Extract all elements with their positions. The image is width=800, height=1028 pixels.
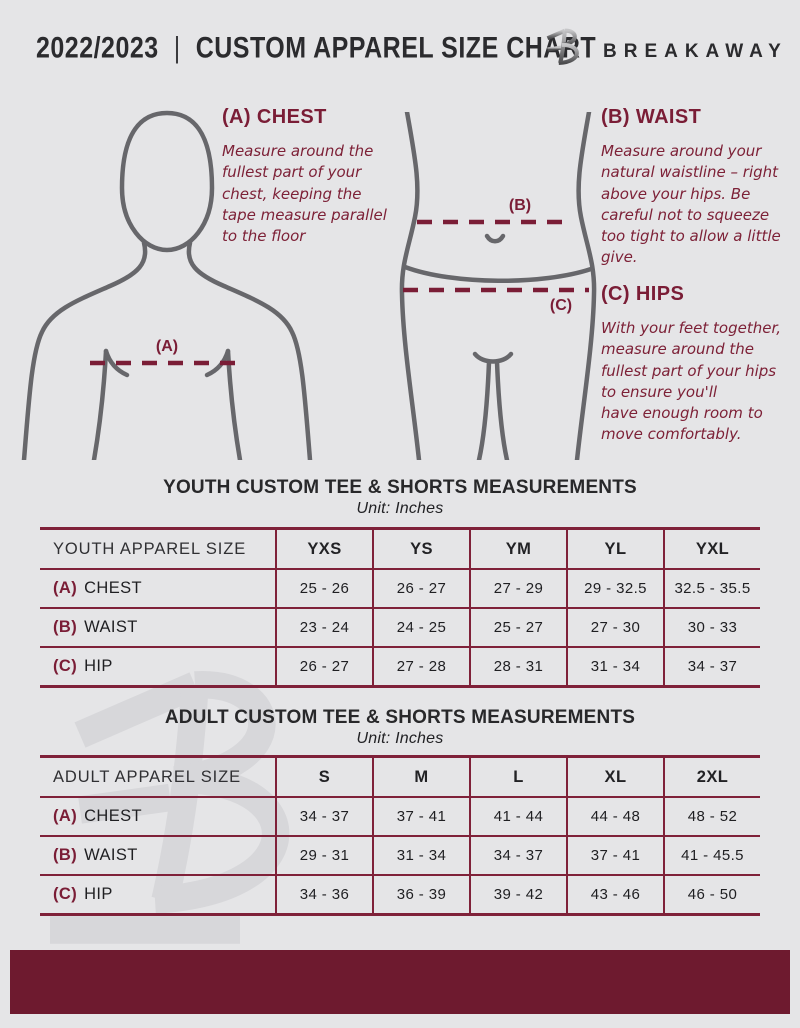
brand-lockup: BREAKAWAY	[540, 26, 788, 78]
adult-cell: 39 - 42	[469, 876, 566, 913]
chest-guide-heading: (A) CHEST	[222, 106, 327, 128]
youth-cell: 27 - 29	[469, 570, 566, 609]
youth-cell: 30 - 33	[663, 609, 760, 648]
adult-section-unit: Unit: Inches	[356, 730, 444, 747]
youth-row-label: (A) CHEST	[40, 570, 275, 609]
adult-cell: 36 - 39	[372, 876, 469, 913]
adult-row-label: (C) HIP	[40, 876, 275, 913]
row-name: WAIST	[84, 846, 138, 864]
adult-col-header: L	[469, 758, 566, 798]
row-name: CHEST	[84, 807, 143, 825]
youth-cell: 26 - 27	[372, 570, 469, 609]
row-marker: (C)	[53, 657, 78, 675]
youth-cell: 23 - 24	[275, 609, 372, 648]
adult-col-header: M	[372, 758, 469, 798]
youth-cell: 28 - 31	[469, 648, 566, 685]
youth-row-label: (B) WAIST	[40, 609, 275, 648]
youth-cell: 32.5 - 35.5	[663, 570, 760, 609]
chest-figure-diagram: (A)	[21, 110, 313, 460]
youth-table-size-label: YOUTH APPAREL SIZE	[40, 530, 275, 570]
chest-guide: (A) CHEST Measure around the fullest par…	[222, 106, 397, 247]
adult-cell: 29 - 31	[275, 837, 372, 876]
adult-cell: 41 - 45.5	[663, 837, 760, 876]
hips-measure-line: (C)	[403, 287, 589, 314]
youth-section-unit: Unit: Inches	[356, 500, 444, 517]
youth-cell: 27 - 28	[372, 648, 469, 685]
adult-cell: 37 - 41	[372, 798, 469, 837]
row-marker: (B)	[53, 846, 78, 864]
youth-section-title: YOUTH CUSTOM TEE & SHORTS MEASUREMENTS	[163, 477, 637, 498]
adult-cell: 43 - 46	[566, 876, 663, 913]
page-title-text: CUSTOM APPAREL SIZE CHART	[195, 31, 597, 65]
adult-table-size-label: ADULT APPAREL SIZE	[40, 758, 275, 798]
adult-cell: 34 - 37	[469, 837, 566, 876]
page-title-year: 2022/2023	[36, 31, 159, 65]
adult-cell: 31 - 34	[372, 837, 469, 876]
torso-figure-diagram: (B) (C)	[399, 112, 597, 460]
marker-b-label: (B)	[509, 197, 531, 214]
youth-size-table: YOUTH APPAREL SIZE YXS YS YM YL YXL (A) …	[40, 527, 760, 688]
brand-name: BREAKAWAY	[603, 41, 788, 62]
youth-col-header: YXL	[663, 530, 760, 570]
page-title-divider: |	[173, 31, 181, 65]
adult-size-table: ADULT APPAREL SIZE S M L XL 2XL (A) CHES…	[40, 755, 760, 916]
adult-col-header: 2XL	[663, 758, 760, 798]
waist-guide: (B) WAIST Measure around your natural wa…	[601, 106, 789, 269]
marker-a-label: (A)	[156, 338, 178, 355]
row-name: HIP	[84, 885, 113, 903]
adult-cell: 34 - 37	[275, 798, 372, 837]
row-name: CHEST	[84, 579, 143, 597]
row-marker: (A)	[53, 807, 78, 825]
row-name: WAIST	[84, 618, 138, 636]
youth-cell: 34 - 37	[663, 648, 760, 685]
youth-cell: 29 - 32.5	[566, 570, 663, 609]
adult-col-header: S	[275, 758, 372, 798]
youth-col-header: YL	[566, 530, 663, 570]
youth-col-header: YM	[469, 530, 566, 570]
youth-cell: 25 - 26	[275, 570, 372, 609]
youth-cell: 31 - 34	[566, 648, 663, 685]
chest-guide-body: Measure around the fullest part of your …	[222, 142, 387, 246]
youth-cell: 25 - 27	[469, 609, 566, 648]
adult-cell: 48 - 52	[663, 798, 760, 837]
marker-c-label: (C)	[550, 297, 572, 314]
adult-row-label: (B) WAIST	[40, 837, 275, 876]
footer-bar	[10, 950, 790, 1014]
hips-guide-heading: (C) HIPS	[601, 283, 685, 305]
hips-guide-body: With your feet together, measure around …	[601, 319, 782, 444]
youth-col-header: YXS	[275, 530, 372, 570]
page-title: 2022/2023 | CUSTOM APPAREL SIZE CHART	[36, 31, 596, 65]
adult-cell: 46 - 50	[663, 876, 760, 913]
row-marker: (C)	[53, 885, 78, 903]
youth-cell: 27 - 30	[566, 609, 663, 648]
waist-guide-heading: (B) WAIST	[601, 106, 702, 128]
adult-cell: 44 - 48	[566, 798, 663, 837]
chest-measure-line: (A)	[90, 338, 244, 366]
breakaway-b-logo-icon	[540, 26, 588, 78]
adult-col-header: XL	[566, 758, 663, 798]
youth-row-label: (C) HIP	[40, 648, 275, 685]
youth-cell: 26 - 27	[275, 648, 372, 685]
adult-cell: 34 - 36	[275, 876, 372, 913]
waist-measure-line: (B)	[417, 197, 573, 225]
row-marker: (A)	[53, 579, 78, 597]
adult-cell: 41 - 44	[469, 798, 566, 837]
row-name: HIP	[84, 657, 113, 675]
youth-cell: 24 - 25	[372, 609, 469, 648]
adult-section-title: ADULT CUSTOM TEE & SHORTS MEASUREMENTS	[164, 707, 636, 728]
adult-cell: 37 - 41	[566, 837, 663, 876]
youth-col-header: YS	[372, 530, 469, 570]
waist-guide-body: Measure around your natural waistline – …	[601, 142, 781, 267]
row-marker: (B)	[53, 618, 78, 636]
hips-guide: (C) HIPS With your feet together, measur…	[601, 283, 791, 446]
adult-row-label: (A) CHEST	[40, 798, 275, 837]
